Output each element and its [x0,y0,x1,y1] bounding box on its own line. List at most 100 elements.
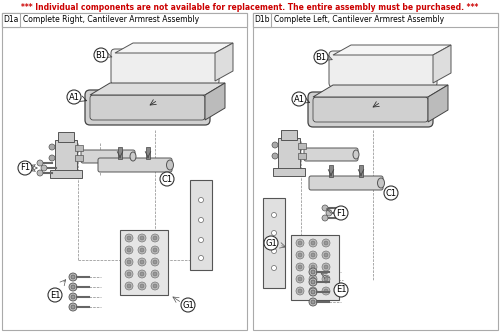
Bar [298,153,306,159]
Ellipse shape [353,150,359,159]
Text: Complete Left, Cantilever Armrest Assembly: Complete Left, Cantilever Armrest Assemb… [274,16,444,25]
Circle shape [272,142,278,148]
Circle shape [296,275,304,283]
Circle shape [69,273,77,281]
Circle shape [322,215,328,221]
Circle shape [324,265,328,269]
Circle shape [153,260,157,264]
Circle shape [67,90,81,104]
Circle shape [140,284,144,288]
Circle shape [311,277,315,281]
Circle shape [69,283,77,291]
Bar [50,170,82,178]
Circle shape [324,241,328,245]
FancyBboxPatch shape [111,49,219,85]
Circle shape [71,305,75,309]
Polygon shape [313,85,448,97]
Circle shape [125,246,133,254]
Circle shape [311,241,315,245]
Circle shape [272,265,276,270]
Circle shape [198,197,203,202]
Circle shape [296,239,304,247]
Circle shape [138,270,146,278]
Circle shape [153,236,157,240]
Circle shape [127,284,131,288]
Circle shape [69,303,77,311]
Circle shape [125,270,133,278]
Bar [281,130,297,140]
FancyBboxPatch shape [329,51,437,87]
Circle shape [198,237,203,242]
Text: G1: G1 [265,238,277,247]
Circle shape [71,275,75,279]
Circle shape [127,236,131,240]
Circle shape [298,265,302,269]
Circle shape [127,272,131,276]
Circle shape [324,253,328,257]
Circle shape [151,282,159,290]
Bar [298,143,306,149]
Bar [146,147,150,159]
Circle shape [309,239,317,247]
Circle shape [140,260,144,264]
Bar [329,165,333,177]
Text: E1: E1 [50,290,60,299]
Circle shape [309,263,317,271]
Ellipse shape [378,178,384,188]
Polygon shape [428,85,448,122]
Circle shape [138,282,146,290]
Circle shape [296,251,304,259]
Circle shape [298,289,302,293]
FancyBboxPatch shape [309,176,383,190]
Circle shape [198,217,203,222]
Circle shape [309,288,317,296]
Circle shape [311,289,315,293]
Circle shape [49,155,55,161]
Circle shape [322,239,330,247]
Circle shape [309,298,317,306]
Circle shape [322,287,330,295]
Circle shape [48,288,62,302]
Polygon shape [433,45,451,83]
Circle shape [311,300,315,304]
Bar [273,168,305,176]
Circle shape [296,287,304,295]
Circle shape [322,275,330,283]
Circle shape [41,165,47,171]
Bar [2,13,20,27]
Circle shape [314,50,328,64]
Circle shape [125,234,133,242]
Circle shape [309,287,317,295]
Text: B1: B1 [96,51,106,60]
Text: Complete Right, Cantilever Armrest Assembly: Complete Right, Cantilever Armrest Assem… [23,16,199,25]
Circle shape [311,280,315,284]
Circle shape [309,268,317,276]
Bar [263,198,285,288]
Circle shape [272,212,276,217]
Circle shape [140,248,144,252]
Text: B1: B1 [316,53,326,62]
Circle shape [311,265,315,269]
Circle shape [138,258,146,266]
FancyBboxPatch shape [85,90,210,125]
Circle shape [125,282,133,290]
Bar [278,138,300,173]
Circle shape [153,284,157,288]
Circle shape [334,283,348,297]
Circle shape [127,248,131,252]
Circle shape [292,92,306,106]
Circle shape [49,144,55,150]
Circle shape [324,277,328,281]
Circle shape [309,251,317,259]
Circle shape [309,278,317,286]
Circle shape [140,272,144,276]
Circle shape [138,234,146,242]
Ellipse shape [130,152,136,161]
Bar [2,13,247,27]
Bar [2,13,247,330]
Circle shape [311,270,315,274]
Text: C1: C1 [386,188,396,197]
Circle shape [296,263,304,271]
Bar [190,180,212,270]
Bar [253,13,498,27]
